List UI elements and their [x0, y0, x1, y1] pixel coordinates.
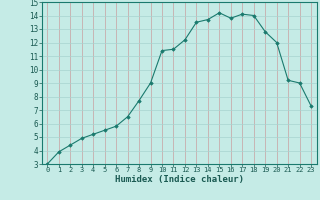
X-axis label: Humidex (Indice chaleur): Humidex (Indice chaleur) [115, 175, 244, 184]
